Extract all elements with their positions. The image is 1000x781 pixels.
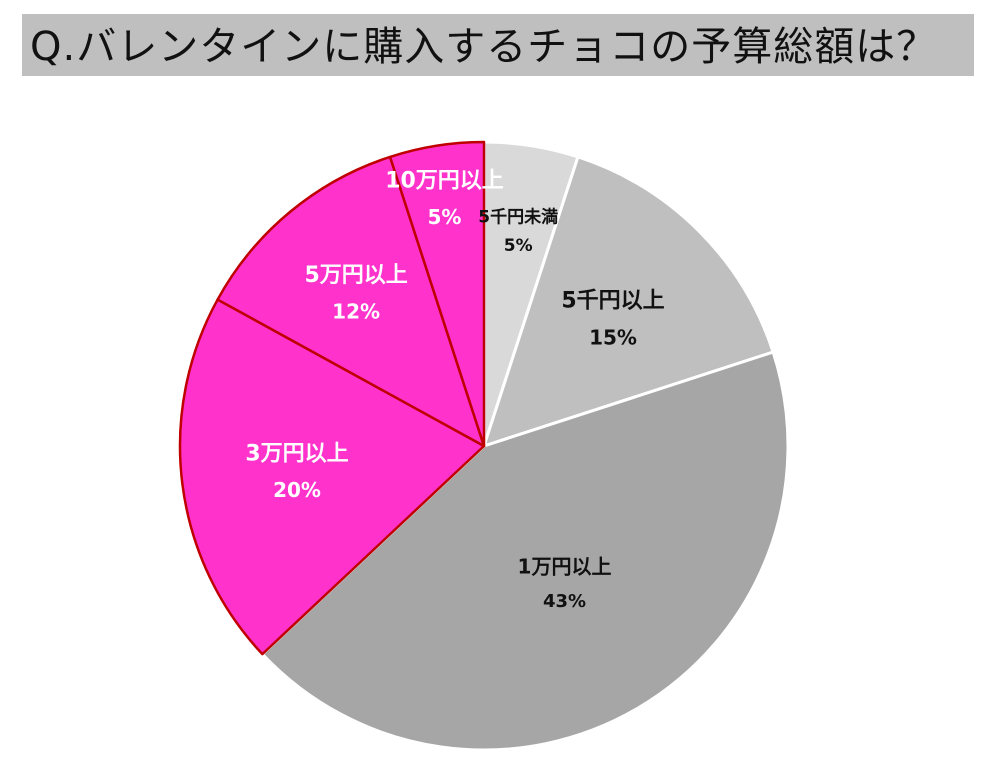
pie-slice-4 bbox=[178, 298, 486, 656]
title-background bbox=[22, 14, 974, 76]
slice-label-6: 10万円以上 bbox=[385, 168, 504, 193]
pie-slice-3 bbox=[260, 350, 790, 752]
slice-label-2: 5千円以上 bbox=[561, 289, 664, 314]
slice-label-5: 5万円以上 bbox=[304, 263, 407, 288]
pie-slice-5 bbox=[216, 155, 486, 448]
slice-percent-3: 43% bbox=[543, 591, 586, 612]
slice-percent-4: 20% bbox=[273, 478, 321, 502]
slice-percent-2: 15% bbox=[589, 325, 637, 349]
slice-percent-6: 5% bbox=[428, 205, 462, 229]
slice-label-3: 1万円以上 bbox=[518, 555, 612, 579]
pie-slice-2 bbox=[482, 155, 775, 448]
chart-title: Q.バレンタインに購入するチョコの予算総額は？ bbox=[30, 24, 938, 70]
pie-slice-6 bbox=[388, 140, 486, 448]
slice-label-4: 3万円以上 bbox=[245, 441, 348, 466]
slice-percent-5: 12% bbox=[332, 300, 380, 324]
slice-percent-1: 5% bbox=[504, 236, 533, 256]
slice-label-1: 5千円未満 bbox=[478, 207, 558, 228]
